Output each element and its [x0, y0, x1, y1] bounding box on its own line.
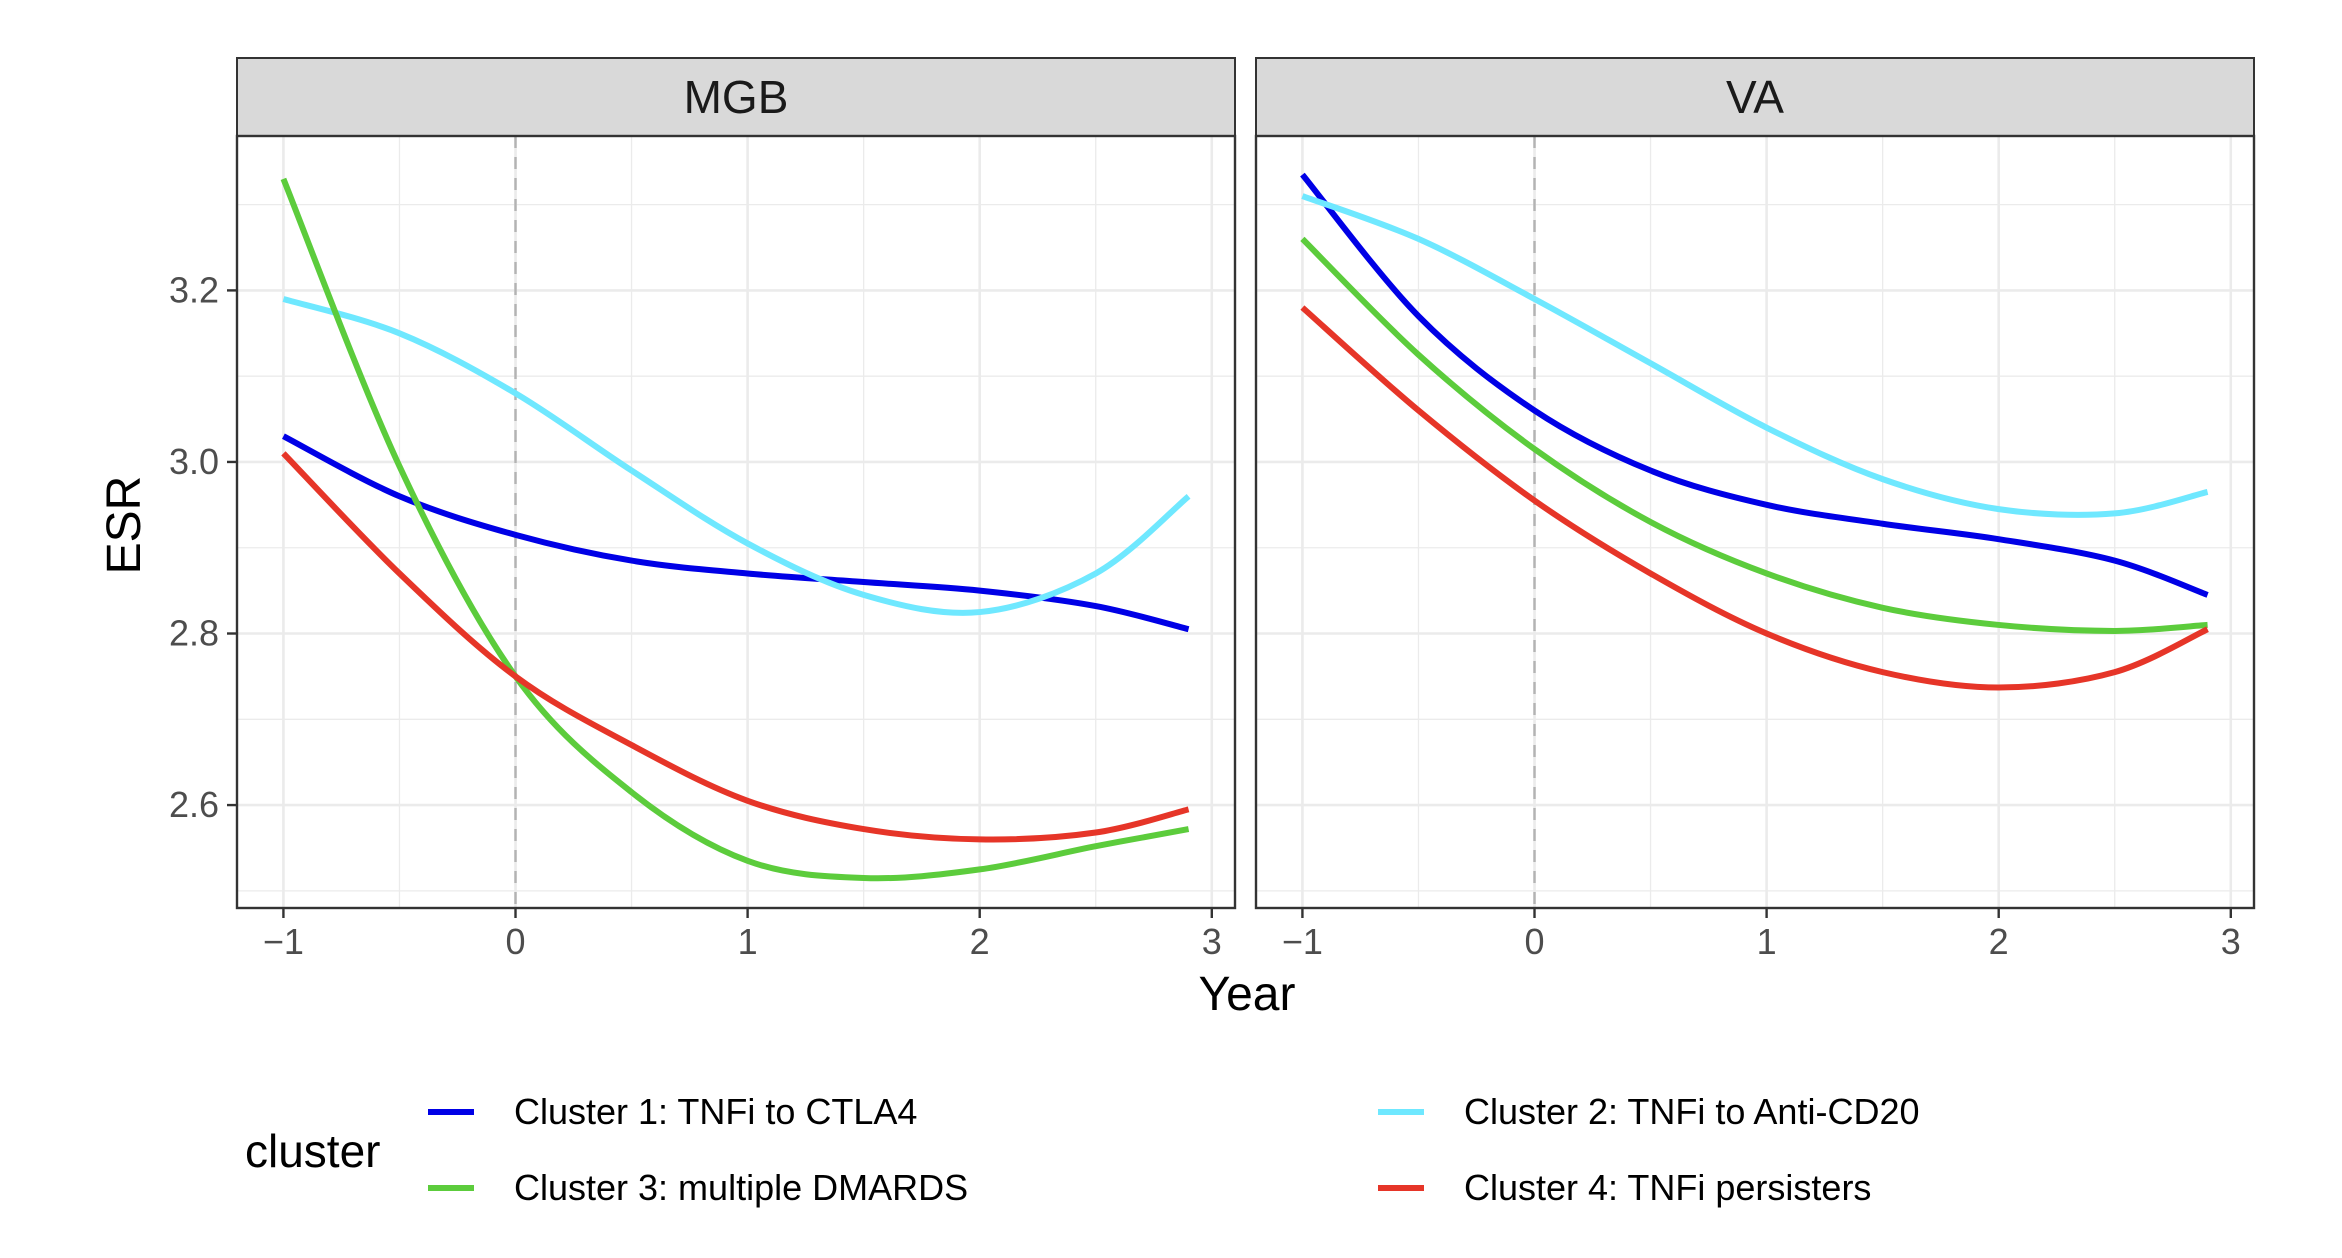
gridlines-va	[1256, 136, 2254, 908]
x-tick-label: 0	[505, 921, 525, 962]
legend-label: Cluster 3: multiple DMARDS	[514, 1167, 968, 1208]
series-line-va-cluster-4	[1300, 305, 2209, 691]
legend-item-cluster-4: Cluster 4: TNFi persisters	[1378, 1167, 1871, 1208]
x-tick-label: 0	[1524, 921, 1544, 962]
legend-item-cluster-2: Cluster 2: TNFi to Anti-CD20	[1378, 1091, 1919, 1132]
series-line-mgb-cluster-1	[282, 433, 1190, 633]
panel-mgb: MGB	[235, 57, 1237, 910]
y-tick-label: 2.6	[169, 784, 219, 825]
series-line-mgb-cluster-3	[280, 177, 1190, 882]
series-line-va-cluster-2	[1301, 193, 2209, 518]
series-line-va-cluster-1	[1300, 172, 2209, 598]
legend-item-cluster-3: Cluster 3: multiple DMARDS	[428, 1167, 968, 1208]
x-tick-label: −1	[1282, 921, 1323, 962]
x-tick-label: −1	[263, 921, 304, 962]
y-tick-label: 3.2	[169, 269, 219, 310]
x-tick-label: 2	[970, 921, 990, 962]
strip-label-va: VA	[1726, 71, 1784, 123]
x-tick-label: 1	[1757, 921, 1777, 962]
legend-title: cluster	[245, 1125, 380, 1177]
panel-background-mgb	[237, 136, 1235, 908]
series-line-va-cluster-3	[1300, 236, 2208, 634]
y-tick-label: 3.0	[169, 441, 219, 482]
legend-label: Cluster 2: TNFi to Anti-CD20	[1464, 1091, 1919, 1132]
strip-label-mgb: MGB	[684, 71, 789, 123]
legend-label: Cluster 4: TNFi persisters	[1464, 1167, 1871, 1208]
legend: cluster Cluster 1: TNFi to CTLA4 Cluster …	[245, 1091, 1919, 1208]
y-axis-title: ESR	[98, 476, 151, 575]
strip-mgb	[236, 57, 1236, 137]
panel-border-mgb	[235, 134, 1237, 910]
gridlines-mgb	[237, 136, 1235, 908]
x-tick-label: 1	[738, 921, 758, 962]
strip-va	[1255, 57, 2255, 137]
x-axis: −1 0 1 2 3 −1 0 1 2 3	[263, 908, 2241, 962]
series-line-mgb-cluster-4	[281, 451, 1190, 843]
y-axis: 2.6 2.8 3.0 3.2	[169, 269, 237, 825]
x-axis-title: Year	[1199, 968, 1296, 1021]
x-tick-label: 3	[2221, 921, 2241, 962]
panel-background-va	[1256, 136, 2254, 908]
series-line-mgb-cluster-2	[282, 296, 1191, 616]
legend-item-cluster-1: Cluster 1: TNFi to CTLA4	[428, 1091, 917, 1132]
y-tick-label: 2.8	[169, 613, 219, 654]
legend-label: Cluster 1: TNFi to CTLA4	[514, 1091, 917, 1132]
facet-panels: MGB VA	[235, 57, 2256, 910]
x-tick-label: 2	[1989, 921, 2009, 962]
panel-va: VA	[1254, 57, 2256, 910]
panel-border-va	[1254, 134, 2256, 910]
x-tick-label: 3	[1202, 921, 1222, 962]
